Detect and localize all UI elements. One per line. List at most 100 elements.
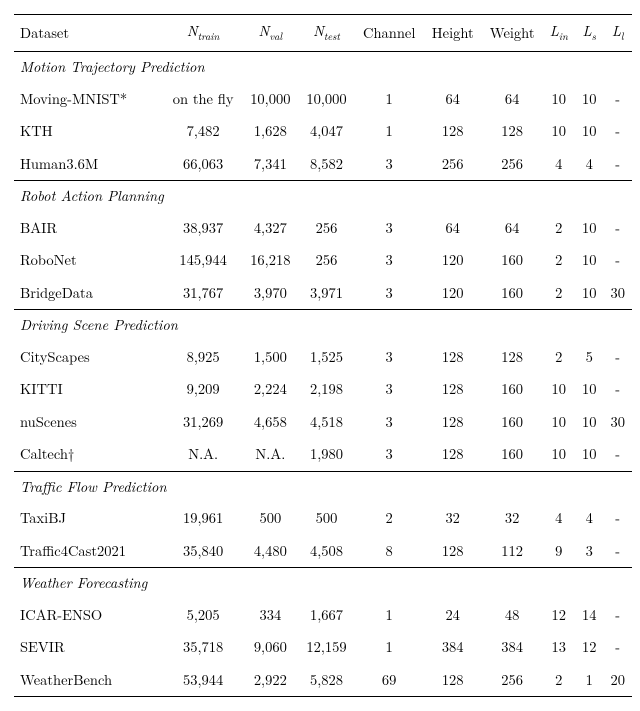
col-ls: Ls <box>575 15 603 52</box>
cell-channel: 3 <box>355 438 424 471</box>
cell-lin: 10 <box>543 373 575 406</box>
cell-lin: 10 <box>543 438 575 471</box>
cell-dataset: Caltech† <box>14 438 164 471</box>
cell-nval: N.A. <box>242 438 298 471</box>
cell-ntrain: 38,937 <box>164 212 242 245</box>
cell-channel: 1 <box>355 599 424 632</box>
table-row: Human3.6M66,0637,3418,582325625644- <box>14 148 632 181</box>
cell-dataset: nuScenes <box>14 406 164 439</box>
cell-nval: 334 <box>242 599 298 632</box>
cell-channel: 1 <box>355 631 424 664</box>
cell-nval: 3,970 <box>242 277 298 310</box>
cell-ll: - <box>603 244 632 277</box>
table-row: BAIR38,9374,32725636464210- <box>14 212 632 245</box>
table-row: ICAR-ENSO5,2053341,667124481214- <box>14 599 632 632</box>
cell-channel: 3 <box>355 148 424 181</box>
cell-channel: 3 <box>355 244 424 277</box>
cell-dataset: CityScapes <box>14 341 164 374</box>
table-row: KTH7,4821,6284,04711281281010- <box>14 115 632 148</box>
cell-dataset: WeatherBench <box>14 664 164 697</box>
cell-ntrain: 19,961 <box>164 502 242 535</box>
cell-height: 128 <box>424 341 482 374</box>
cell-lin: 12 <box>543 599 575 632</box>
cell-lin: 2 <box>543 341 575 374</box>
cell-ntrain: 145,944 <box>164 244 242 277</box>
cell-dataset: SEVIR <box>14 631 164 664</box>
cell-channel: 3 <box>355 406 424 439</box>
table-row: Moving-MNIST*on the fly10,00010,00016464… <box>14 83 632 116</box>
cell-ls: 14 <box>575 599 603 632</box>
section-title-row: Driving Scene Prediction <box>14 310 632 341</box>
cell-lin: 2 <box>543 212 575 245</box>
cell-ll: - <box>603 373 632 406</box>
section-title: Weather Forecasting <box>14 568 632 599</box>
cell-ls: 4 <box>575 148 603 181</box>
table-row: CityScapes8,9251,5001,525312812825- <box>14 341 632 374</box>
section-title-row: Robot Action Planning <box>14 181 632 212</box>
cell-channel: 3 <box>355 341 424 374</box>
cell-channel: 69 <box>355 664 424 697</box>
cell-ls: 10 <box>575 438 603 471</box>
table-row: nuScenes31,2694,6584,5183128160101030 <box>14 406 632 439</box>
cell-ls: 10 <box>575 244 603 277</box>
cell-lin: 2 <box>543 664 575 697</box>
cell-nval: 4,658 <box>242 406 298 439</box>
cell-ntrain: 35,718 <box>164 631 242 664</box>
cell-nval: 1,500 <box>242 341 298 374</box>
section-title: Driving Scene Prediction <box>14 310 632 341</box>
cell-ntest: 1,525 <box>298 341 354 374</box>
cell-ntest: 500 <box>298 502 354 535</box>
cell-height: 384 <box>424 631 482 664</box>
cell-nval: 4,327 <box>242 212 298 245</box>
cell-ntest: 12,159 <box>298 631 354 664</box>
cell-dataset: KITTI <box>14 373 164 406</box>
cell-lin: 2 <box>543 277 575 310</box>
cell-dataset: TaxiBJ <box>14 502 164 535</box>
cell-ll: - <box>603 631 632 664</box>
cell-height: 128 <box>424 373 482 406</box>
cell-weight: 256 <box>482 148 543 181</box>
cell-channel: 2 <box>355 502 424 535</box>
cell-height: 128 <box>424 535 482 568</box>
cell-ll: 30 <box>603 277 632 310</box>
cell-dataset: RoboNet <box>14 244 164 277</box>
cell-height: 64 <box>424 83 482 116</box>
cell-ntest: 4,047 <box>298 115 354 148</box>
cell-channel: 3 <box>355 212 424 245</box>
cell-ls: 10 <box>575 406 603 439</box>
section-title: Robot Action Planning <box>14 181 632 212</box>
cell-ntrain: 5,205 <box>164 599 242 632</box>
cell-nval: 7,341 <box>242 148 298 181</box>
cell-weight: 112 <box>482 535 543 568</box>
cell-height: 128 <box>424 438 482 471</box>
cell-ls: 10 <box>575 373 603 406</box>
cell-weight: 384 <box>482 631 543 664</box>
table-row: Traffic4Cast202135,8404,4804,50881281129… <box>14 535 632 568</box>
cell-ll: 20 <box>603 664 632 697</box>
cell-nval: 9,060 <box>242 631 298 664</box>
cell-dataset: Human3.6M <box>14 148 164 181</box>
cell-ll: - <box>603 535 632 568</box>
cell-weight: 160 <box>482 373 543 406</box>
cell-height: 256 <box>424 148 482 181</box>
cell-channel: 8 <box>355 535 424 568</box>
cell-nval: 2,922 <box>242 664 298 697</box>
cell-height: 128 <box>424 664 482 697</box>
cell-ls: 1 <box>575 664 603 697</box>
table-row: Caltech†N.A.N.A.1,98031281601010- <box>14 438 632 471</box>
cell-height: 120 <box>424 277 482 310</box>
cell-ntest: 8,582 <box>298 148 354 181</box>
cell-height: 128 <box>424 115 482 148</box>
cell-lin: 4 <box>543 148 575 181</box>
cell-ntest: 2,198 <box>298 373 354 406</box>
cell-ll: - <box>603 115 632 148</box>
cell-ll: - <box>603 438 632 471</box>
cell-lin: 4 <box>543 502 575 535</box>
cell-ls: 10 <box>575 277 603 310</box>
col-ntrain: Ntrain <box>164 15 242 52</box>
section-title-row: Weather Forecasting <box>14 568 632 599</box>
col-height: Height <box>424 15 482 52</box>
cell-ls: 12 <box>575 631 603 664</box>
cell-height: 128 <box>424 406 482 439</box>
cell-weight: 160 <box>482 244 543 277</box>
